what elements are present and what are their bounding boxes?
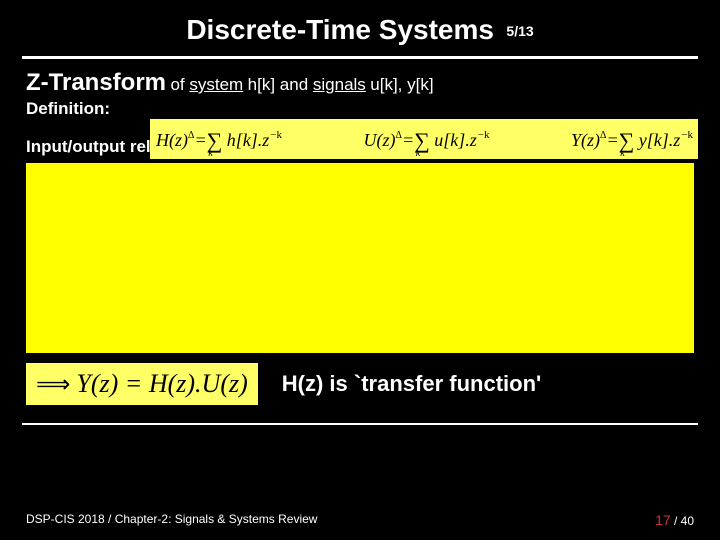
definition-label: Definition: (26, 99, 694, 119)
subtitle-row: Z-Transform of system h[k] and signals u… (26, 69, 694, 97)
page-current: 17 (655, 512, 671, 528)
result-row: ⟹ Y(z) = H(z).U(z) H(z) is `transfer fun… (26, 363, 694, 405)
eq-H: H(z)Δ=∑kh[k].z−k (156, 126, 281, 152)
content-area: Z-Transform of system h[k] and signals u… (0, 69, 720, 405)
z-transform-label: Z-Transform (26, 69, 166, 96)
page-total: / 40 (671, 514, 694, 528)
definition-equations-box: H(z)Δ=∑kh[k].z−k U(z)Δ=∑ku[k].z−k Y(z)Δ=… (150, 119, 698, 159)
title-row: Discrete-Time Systems 5/13 (0, 0, 720, 52)
footer-page: 17 / 40 (655, 512, 694, 528)
eq-Y: Y(z)Δ=∑ky[k].z−k (571, 126, 692, 152)
implies-icon: ⟹ (36, 372, 76, 398)
header-divider (22, 56, 698, 59)
page-counter-small: 5/13 (506, 23, 533, 39)
eq-U: U(z)Δ=∑ku[k].z−k (363, 126, 488, 152)
page-title: Discrete-Time Systems (186, 14, 494, 45)
footer: DSP-CIS 2018 / Chapter-2: Signals & Syst… (26, 512, 694, 528)
of-text: of (170, 75, 189, 94)
system-underline: system (189, 75, 243, 94)
signals-underline: signals (313, 75, 366, 94)
transfer-function-label: H(z) is `transfer function' (282, 371, 541, 397)
result-equation-box: ⟹ Y(z) = H(z).U(z) (26, 363, 258, 405)
uy-text: u[k], y[k] (370, 75, 433, 94)
result-equation: Y(z) = H(z).U(z) (76, 369, 247, 398)
footer-divider (22, 423, 698, 425)
hk-text: h[k] and (248, 75, 313, 94)
io-relation-block (26, 163, 694, 353)
footer-left: DSP-CIS 2018 / Chapter-2: Signals & Syst… (26, 512, 317, 528)
